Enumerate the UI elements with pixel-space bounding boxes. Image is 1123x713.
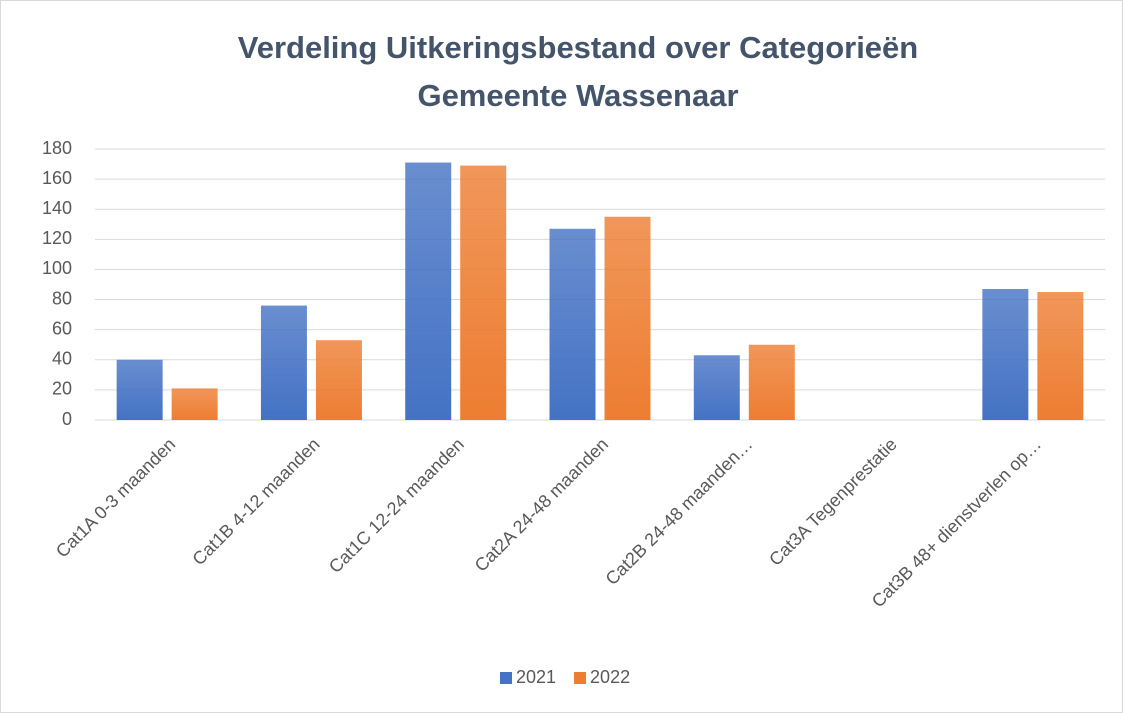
- legend-label: 2022: [590, 667, 630, 687]
- bar: [693, 355, 740, 420]
- y-tick-label: 180: [42, 138, 72, 158]
- y-tick-label: 160: [42, 168, 72, 188]
- bar: [982, 289, 1029, 420]
- bar: [116, 359, 163, 420]
- chart-title: Verdeling Uitkeringsbestand over Categor…: [238, 30, 918, 65]
- bar: [549, 228, 596, 420]
- bar: [460, 165, 507, 420]
- bar: [171, 388, 218, 420]
- bar: [1037, 292, 1084, 420]
- y-tick-label: 60: [52, 318, 72, 338]
- bar: [748, 344, 795, 420]
- bar: [260, 305, 307, 420]
- y-tick-label: 0: [62, 409, 72, 429]
- y-tick-label: 80: [52, 288, 72, 308]
- bar: [405, 162, 452, 421]
- legend-swatch: [574, 672, 587, 684]
- bar: [315, 340, 362, 420]
- legend-swatch: [500, 672, 512, 684]
- y-tick-label: 20: [52, 379, 72, 399]
- chart-title: Gemeente Wassenaar: [417, 78, 738, 113]
- y-tick-label: 40: [52, 349, 72, 369]
- y-tick-label: 100: [42, 258, 72, 278]
- y-tick-label: 140: [42, 198, 72, 218]
- legend-label: 2021: [516, 667, 556, 687]
- bar: [604, 216, 651, 420]
- y-tick-label: 120: [42, 228, 72, 248]
